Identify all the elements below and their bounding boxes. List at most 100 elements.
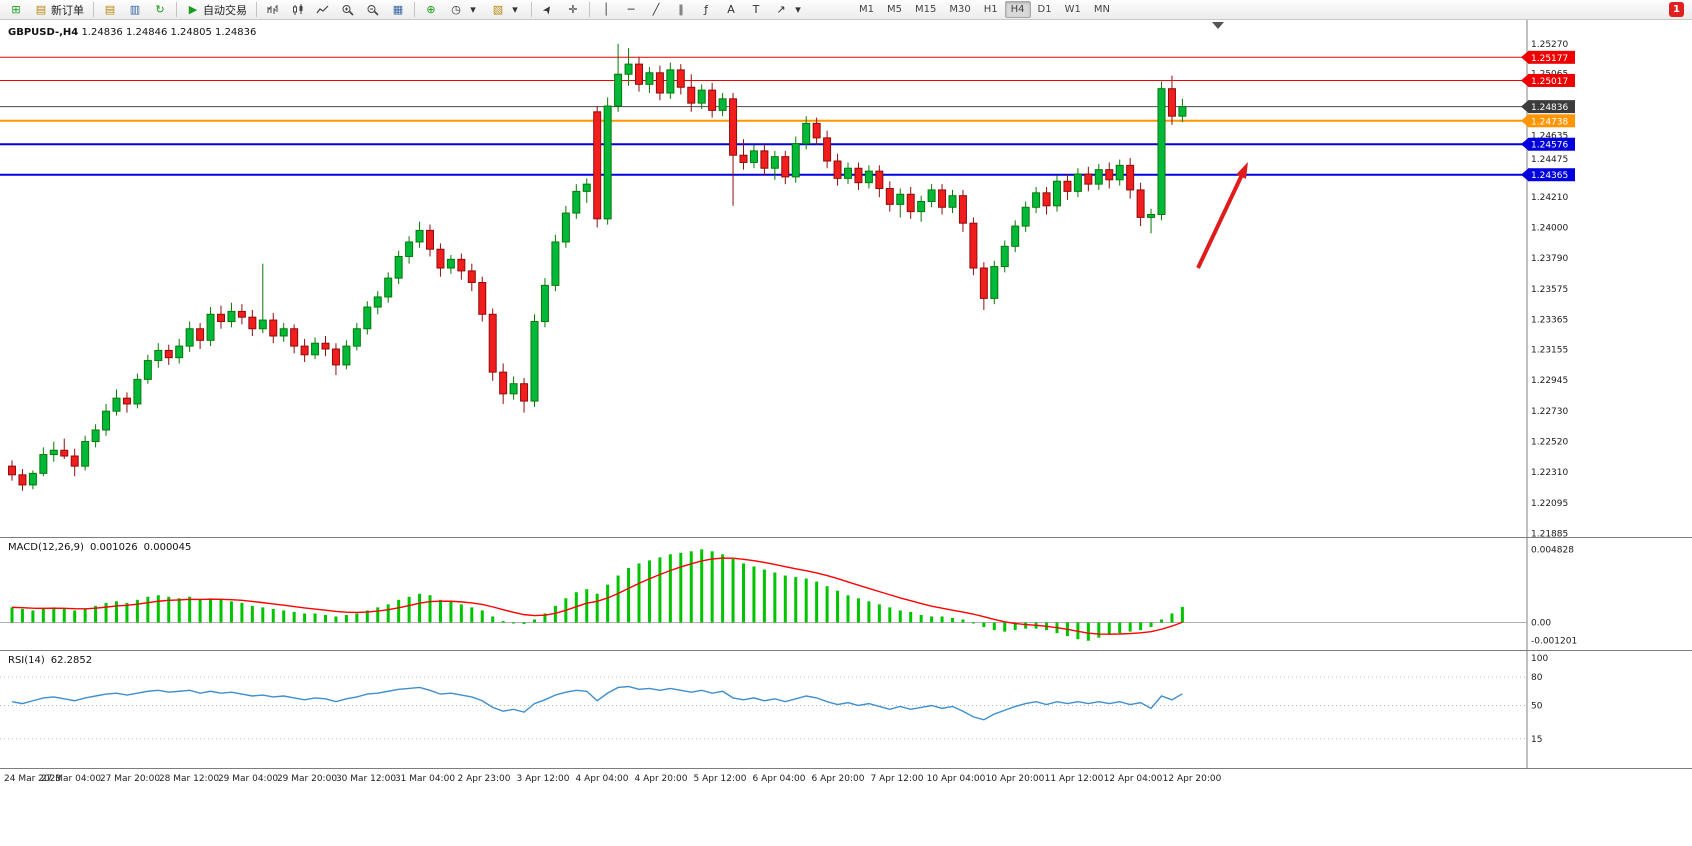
zoom-out-icon	[367, 4, 379, 16]
cursor-button[interactable]: ➤	[536, 1, 560, 19]
new-chart-button[interactable]: ⊞	[4, 1, 28, 19]
svg-text:29 Mar 04:00: 29 Mar 04:00	[218, 774, 278, 784]
timeframe-group: M1 M5 M15 M30 H1 H4 D1 W1 MN	[853, 1, 1116, 18]
svg-text:4 Apr 04:00: 4 Apr 04:00	[576, 774, 629, 784]
dropdown-icon: ▾	[470, 2, 476, 16]
time-axis[interactable]: 24 Mar 2023 27 Mar 04:00 27 Mar 20:00 28 Ma…	[0, 768, 1692, 846]
svg-text:24 Mar 2023: 24 Mar 2023	[4, 774, 61, 784]
svg-text:15: 15	[1531, 735, 1542, 745]
bar-chart-button[interactable]	[261, 1, 285, 19]
main-chart[interactable]: 1.252701.250651.246351.244751.242101.240…	[0, 20, 1692, 537]
svg-text:30 Mar 12:00: 30 Mar 12:00	[336, 774, 396, 784]
svg-text:1.25177: 1.25177	[1531, 54, 1568, 64]
svg-text:1.23790: 1.23790	[1531, 254, 1568, 264]
svg-text:4 Apr 20:00: 4 Apr 20:00	[635, 774, 688, 784]
candlestick-chart-button[interactable]	[286, 1, 310, 19]
templates-icon: ▧	[492, 2, 504, 16]
rsi-label: RSI(14) 62.2852	[8, 655, 98, 666]
zoom-in-button[interactable]	[336, 1, 360, 19]
timeframe-m5[interactable]: M5	[887, 4, 902, 15]
svg-text:1.23365: 1.23365	[1531, 315, 1568, 325]
timeframe-h4[interactable]: H4	[1004, 1, 1031, 18]
timeframe-w1[interactable]: W1	[1064, 4, 1081, 15]
line-chart-button[interactable]	[311, 1, 335, 19]
svg-text:6 Apr 20:00: 6 Apr 20:00	[812, 774, 865, 784]
market-watch-icon: ▥	[129, 2, 141, 16]
indicators-button[interactable]: ⊕	[419, 1, 443, 19]
fibonacci-button[interactable]: ƒ	[694, 1, 718, 19]
svg-text:5 Apr 12:00: 5 Apr 12:00	[694, 774, 747, 784]
trendline-button[interactable]: ╱	[644, 1, 668, 19]
notification-badge[interactable]: 1	[1669, 2, 1684, 17]
vertical-line-button[interactable]: │	[594, 1, 618, 19]
svg-text:1.25017: 1.25017	[1531, 77, 1568, 87]
svg-text:10 Apr 04:00: 10 Apr 04:00	[927, 774, 986, 784]
crosshair-button[interactable]: ✛	[561, 1, 585, 19]
refresh-button[interactable]: ↻	[148, 1, 172, 19]
svg-text:1.22310: 1.22310	[1531, 468, 1568, 478]
line-chart-icon	[316, 5, 329, 13]
macd-pane[interactable]: 0.004828 0.00 -0.001201 MACD(12,26,9) 0.001…	[0, 537, 1692, 650]
svg-text:1.25270: 1.25270	[1531, 40, 1568, 50]
svg-text:1.23575: 1.23575	[1531, 285, 1568, 295]
market-watch-button[interactable]: ▥	[123, 1, 147, 19]
macd-name: MACD(12,26,9)	[8, 542, 84, 553]
svg-text:1.24365: 1.24365	[1531, 171, 1568, 181]
text-button[interactable]: A	[719, 1, 743, 19]
autotrading-play-icon: ▶	[188, 2, 198, 16]
svg-text:28 Mar 12:00: 28 Mar 12:00	[159, 774, 219, 784]
arrows-icon: ↗	[776, 2, 786, 16]
rsi-pane[interactable]: 100 80 50 15 RSI(14) 62.2852	[0, 650, 1692, 768]
timeframe-h1[interactable]: H1	[983, 4, 998, 15]
rsi-chart[interactable]: 100 80 50 15	[0, 651, 1692, 768]
svg-text:0.00: 0.00	[1531, 619, 1551, 629]
templates-button[interactable]: ▧ ▾	[486, 1, 527, 19]
zoom-out-button[interactable]	[361, 1, 385, 19]
main-price-pane[interactable]: 1.252701.250651.246351.244751.242101.240…	[0, 20, 1692, 537]
timeframe-m30[interactable]: M30	[949, 4, 971, 15]
timeframe-d1[interactable]: D1	[1037, 4, 1052, 15]
svg-text:0.004828: 0.004828	[1531, 545, 1574, 555]
candlestick-chart-icon	[293, 3, 303, 15]
text-label-button[interactable]: T	[744, 1, 768, 19]
autotrading-button[interactable]: ▶ 自动交易	[181, 1, 252, 19]
svg-text:12 Apr 20:00: 12 Apr 20:00	[1163, 774, 1222, 784]
channel-button[interactable]: ∥	[669, 1, 693, 19]
autotrading-label: 自动交易	[203, 3, 247, 17]
profiles-icon: ▤	[104, 2, 116, 16]
toolbar-separator	[589, 2, 590, 17]
svg-text:1.22730: 1.22730	[1531, 407, 1568, 417]
arrows-button[interactable]: ↗ ▾	[769, 1, 810, 19]
svg-text:1.24738: 1.24738	[1531, 117, 1568, 127]
macd-label: MACD(12,26,9) 0.001026 0.000045	[8, 542, 197, 553]
new-order-label: 新订单	[51, 3, 84, 17]
macd-chart[interactable]: 0.004828 0.00 -0.001201	[0, 538, 1692, 650]
symbol-label: GBPUSD-,H4	[8, 27, 79, 38]
svg-text:1.24210: 1.24210	[1531, 193, 1568, 203]
text-icon: A	[727, 2, 735, 16]
tile-windows-button[interactable]: ▦	[386, 1, 410, 19]
timeframe-m15[interactable]: M15	[915, 4, 937, 15]
svg-text:27 Mar 04:00: 27 Mar 04:00	[41, 774, 101, 784]
timeframe-m1[interactable]: M1	[859, 4, 874, 15]
rsi-value: 62.2852	[50, 655, 93, 666]
svg-text:100: 100	[1531, 654, 1548, 664]
new-order-button[interactable]: ▤ 新订单	[29, 1, 89, 19]
periods-button[interactable]: ◷ ▾	[444, 1, 485, 19]
profiles-button[interactable]: ▤	[98, 1, 122, 19]
svg-text:3 Apr 12:00: 3 Apr 12:00	[517, 774, 570, 784]
svg-text:1.24836: 1.24836	[1531, 103, 1568, 113]
periods-clock-icon: ◷	[451, 2, 461, 16]
svg-text:10 Apr 20:00: 10 Apr 20:00	[986, 774, 1045, 784]
timeframe-mn[interactable]: MN	[1093, 4, 1110, 15]
macd-main-value: 0.001026	[89, 542, 138, 553]
trendline-icon: ╱	[652, 2, 660, 16]
svg-text:1.24576: 1.24576	[1531, 141, 1568, 151]
horizontal-line-button[interactable]: ─	[619, 1, 643, 19]
horizontal-line-icon: ─	[627, 2, 635, 16]
dropdown-icon: ▾	[512, 2, 518, 16]
channel-icon: ∥	[678, 2, 684, 16]
svg-text:80: 80	[1531, 673, 1543, 683]
